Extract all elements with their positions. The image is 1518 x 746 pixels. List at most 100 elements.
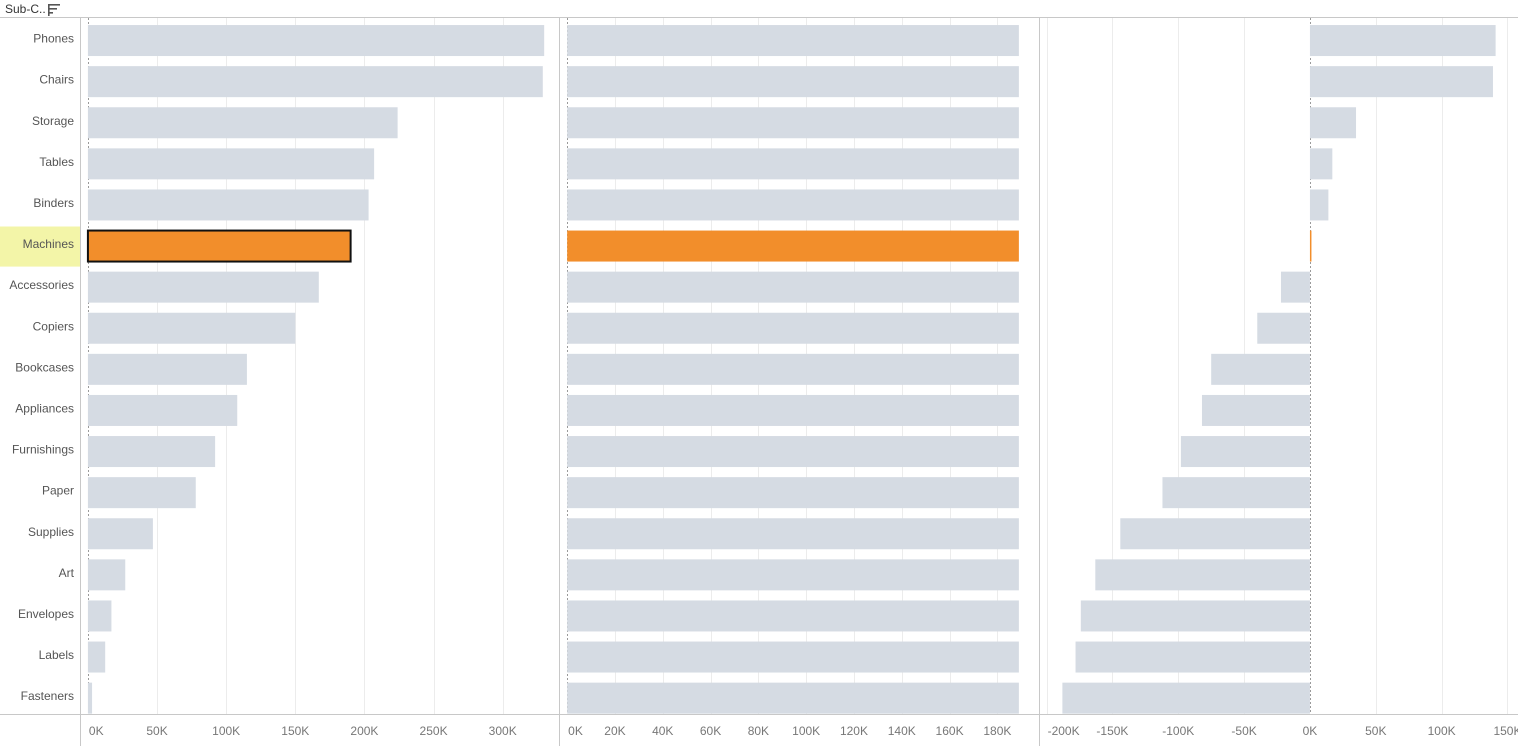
bar-envelopes-panel-3[interactable] — [1080, 600, 1310, 632]
x-tick-label: 20K — [604, 724, 625, 738]
bar-binders-panel-2[interactable] — [567, 189, 1019, 221]
category-label-paper[interactable]: Paper — [42, 484, 74, 498]
x-tick-label: -100K — [1162, 724, 1194, 738]
x-tick-label: 100K — [212, 724, 240, 738]
bar-paper-panel-3[interactable] — [1162, 477, 1310, 509]
bar-phones-panel-1[interactable] — [87, 25, 545, 57]
x-tick-label: 150K — [281, 724, 309, 738]
bar-accessories-panel-2[interactable] — [567, 271, 1019, 303]
bar-labels-panel-2[interactable] — [567, 641, 1019, 673]
x-tick-label: -200K — [1048, 724, 1080, 738]
bars — [86, 25, 1496, 714]
x-tick-label: 50K — [146, 724, 167, 738]
x-tick-label: 250K — [420, 724, 448, 738]
category-label-chairs[interactable]: Chairs — [39, 73, 74, 87]
bar-chairs-panel-2[interactable] — [567, 66, 1019, 98]
category-label-machines[interactable]: Machines — [23, 237, 74, 251]
x-tick-label: 0K — [89, 724, 104, 738]
x-tick-label: 100K — [1428, 724, 1456, 738]
category-label-furnishings[interactable]: Furnishings — [12, 443, 74, 457]
bar-fasteners-panel-1[interactable] — [87, 682, 93, 714]
bar-copiers-panel-3[interactable] — [1257, 312, 1310, 344]
highlighted-label-background — [0, 226, 80, 267]
x-tick-label: 0K — [1303, 724, 1318, 738]
bar-tables-panel-1[interactable] — [87, 148, 375, 180]
bar-appliances-panel-2[interactable] — [567, 394, 1019, 426]
bar-bookcases-panel-1[interactable] — [87, 353, 247, 385]
bar-art-panel-3[interactable] — [1095, 559, 1310, 591]
bar-labels-panel-1[interactable] — [87, 641, 106, 673]
category-label-accessories[interactable]: Accessories — [9, 278, 74, 292]
category-label-fasteners[interactable]: Fasteners — [21, 689, 74, 703]
bar-machines-panel-1[interactable] — [86, 229, 352, 263]
x-tick-label: 60K — [700, 724, 721, 738]
x-tick-label: 300K — [489, 724, 517, 738]
bar-art-panel-1[interactable] — [87, 559, 126, 591]
bar-machines-panel-2[interactable] — [567, 230, 1019, 262]
category-label-labels[interactable]: Labels — [39, 648, 74, 662]
bar-tables-panel-3[interactable] — [1309, 148, 1333, 180]
column-header[interactable]: Sub-C.. — [5, 2, 60, 16]
bar-chairs-panel-3[interactable] — [1309, 66, 1493, 98]
x-tick-label: 150K — [1493, 724, 1518, 738]
category-label-storage[interactable]: Storage — [32, 114, 74, 128]
x-tick-label: 80K — [748, 724, 769, 738]
x-tick-label: 180K — [983, 724, 1011, 738]
bar-phones-panel-3[interactable] — [1309, 25, 1496, 57]
bar-copiers-panel-1[interactable] — [87, 312, 296, 344]
category-label-bookcases[interactable]: Bookcases — [15, 360, 74, 374]
bar-labels-panel-3[interactable] — [1075, 641, 1310, 673]
bar-supplies-panel-1[interactable] — [87, 518, 153, 550]
x-tick-label: -50K — [1231, 724, 1256, 738]
bar-bookcases-panel-3[interactable] — [1211, 353, 1310, 385]
bar-supplies-panel-2[interactable] — [567, 518, 1019, 550]
category-label-phones[interactable]: Phones — [33, 32, 74, 46]
x-tick-label: 50K — [1365, 724, 1386, 738]
category-label-supplies[interactable]: Supplies — [28, 525, 74, 539]
sort-descending-icon[interactable] — [48, 4, 60, 16]
bar-furnishings-panel-3[interactable] — [1180, 436, 1310, 468]
category-label-envelopes[interactable]: Envelopes — [18, 607, 74, 621]
bar-fasteners-panel-2[interactable] — [567, 682, 1019, 714]
sub-category-header-label[interactable]: Sub-C.. — [5, 2, 46, 16]
x-tick-label: 160K — [936, 724, 964, 738]
bar-furnishings-panel-1[interactable] — [87, 436, 216, 468]
bar-appliances-panel-1[interactable] — [87, 394, 238, 426]
bar-machines-panel-3[interactable] — [1309, 230, 1312, 262]
x-tick-label: 0K — [568, 724, 583, 738]
bar-phones-panel-2[interactable] — [567, 25, 1019, 57]
bar-envelopes-panel-1[interactable] — [87, 600, 112, 632]
x-tick-label: 40K — [652, 724, 673, 738]
x-tick-label: 140K — [888, 724, 916, 738]
bar-bookcases-panel-2[interactable] — [567, 353, 1019, 385]
bar-binders-panel-3[interactable] — [1309, 189, 1329, 221]
bar-envelopes-panel-2[interactable] — [567, 600, 1019, 632]
x-tick-label: 120K — [840, 724, 868, 738]
bar-chairs-panel-1[interactable] — [87, 66, 543, 98]
axes: 0K 50K 100K 150K 200K 250K 300K 0K 20K 40K 60K 80K 1… — [0, 18, 1518, 746]
bar-furnishings-panel-2[interactable] — [567, 436, 1019, 468]
category-label-binders[interactable]: Binders — [33, 196, 74, 210]
bar-storage-panel-1[interactable] — [87, 107, 398, 139]
bar-tables-panel-2[interactable] — [567, 148, 1019, 180]
bar-storage-panel-2[interactable] — [567, 107, 1019, 139]
category-label-copiers[interactable]: Copiers — [33, 319, 74, 333]
bar-storage-panel-3[interactable] — [1309, 107, 1357, 139]
bar-supplies-panel-3[interactable] — [1120, 518, 1310, 550]
bar-accessories-panel-1[interactable] — [87, 271, 319, 303]
bar-art-panel-2[interactable] — [567, 559, 1019, 591]
category-label-art[interactable]: Art — [59, 566, 75, 580]
category-labels: Phones Chairs Storage Tables Binders Machines… — [0, 32, 80, 703]
bar-accessories-panel-3[interactable] — [1280, 271, 1310, 303]
x-tick-label: 100K — [792, 724, 820, 738]
category-label-appliances[interactable]: Appliances — [15, 401, 74, 415]
bar-paper-panel-2[interactable] — [567, 477, 1019, 509]
bar-fasteners-panel-3[interactable] — [1062, 682, 1310, 714]
bar-appliances-panel-3[interactable] — [1201, 394, 1310, 426]
bar-copiers-panel-2[interactable] — [567, 312, 1019, 344]
category-label-tables[interactable]: Tables — [39, 155, 74, 169]
bar-binders-panel-1[interactable] — [87, 189, 369, 221]
x-tick-label: -150K — [1096, 724, 1128, 738]
bar-paper-panel-1[interactable] — [87, 477, 196, 509]
